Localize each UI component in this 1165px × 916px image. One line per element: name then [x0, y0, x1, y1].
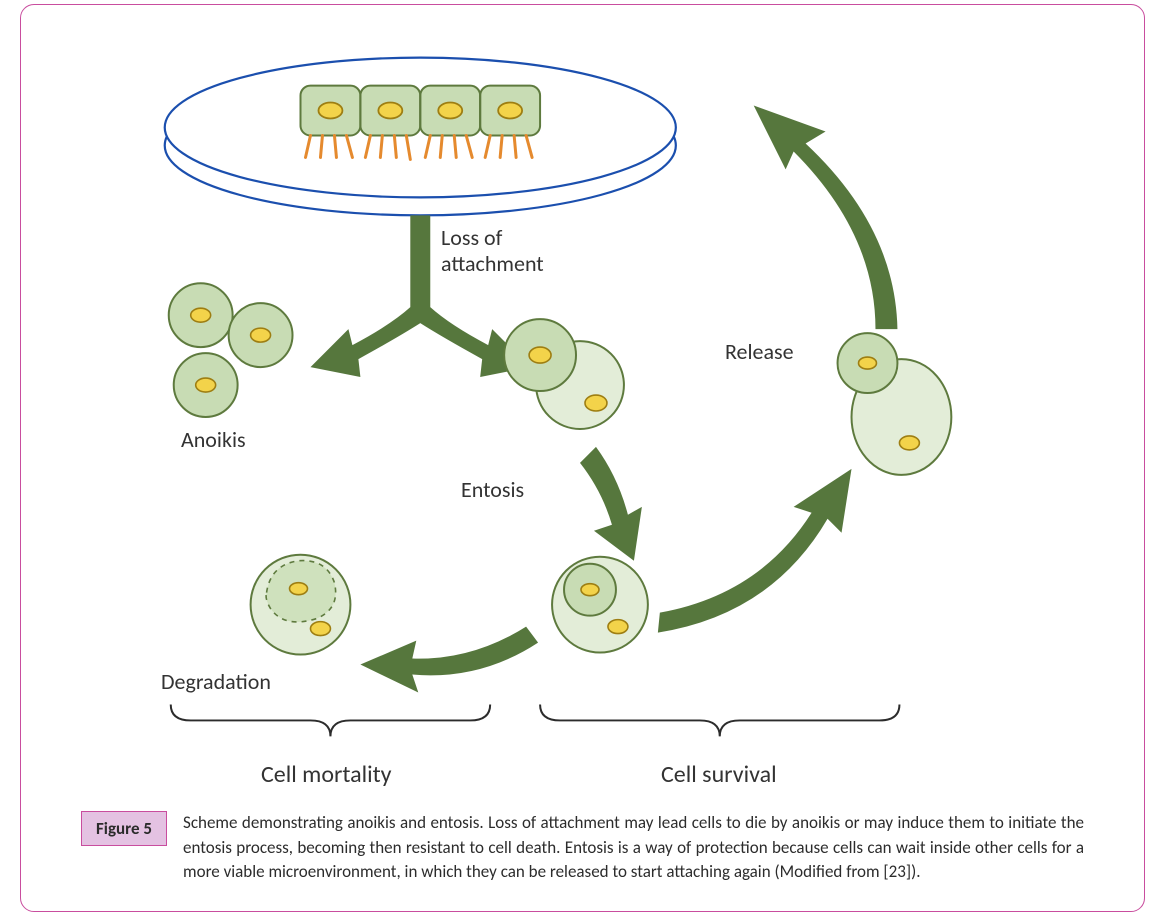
label-cell-mortality: Cell mortality [261, 761, 392, 790]
release-cell [838, 333, 952, 475]
label-release: Release [725, 339, 794, 365]
to-degradation-arrow [360, 627, 538, 693]
label-cell-survival: Cell survival [661, 761, 777, 790]
label-loss-of-attachment: Loss of attachment [441, 225, 544, 278]
figure-badge: Figure 5 [81, 811, 167, 846]
to-release-arrow [658, 469, 852, 633]
figure-caption-text: Scheme demonstrating anoikis and entosis… [183, 811, 1084, 885]
brace-survival [540, 704, 899, 736]
entosis-start-cells [504, 319, 624, 429]
to-dish-arrow [754, 106, 898, 330]
engulfed-cell [552, 557, 648, 653]
figure-caption: Figure 5 Scheme demonstrating anoikis an… [81, 811, 1084, 885]
label-anoikis: Anoikis [181, 427, 246, 453]
brace-mortality [171, 704, 490, 736]
anoikis-cells [169, 283, 293, 417]
petri-dish [165, 58, 676, 216]
figure-frame: Loss of attachment Anoikis Entosis Relea… [20, 4, 1145, 912]
degradation-cell [251, 555, 351, 655]
entosis-arrow [580, 447, 642, 561]
label-entosis: Entosis [461, 477, 524, 503]
label-degradation: Degradation [161, 669, 271, 695]
